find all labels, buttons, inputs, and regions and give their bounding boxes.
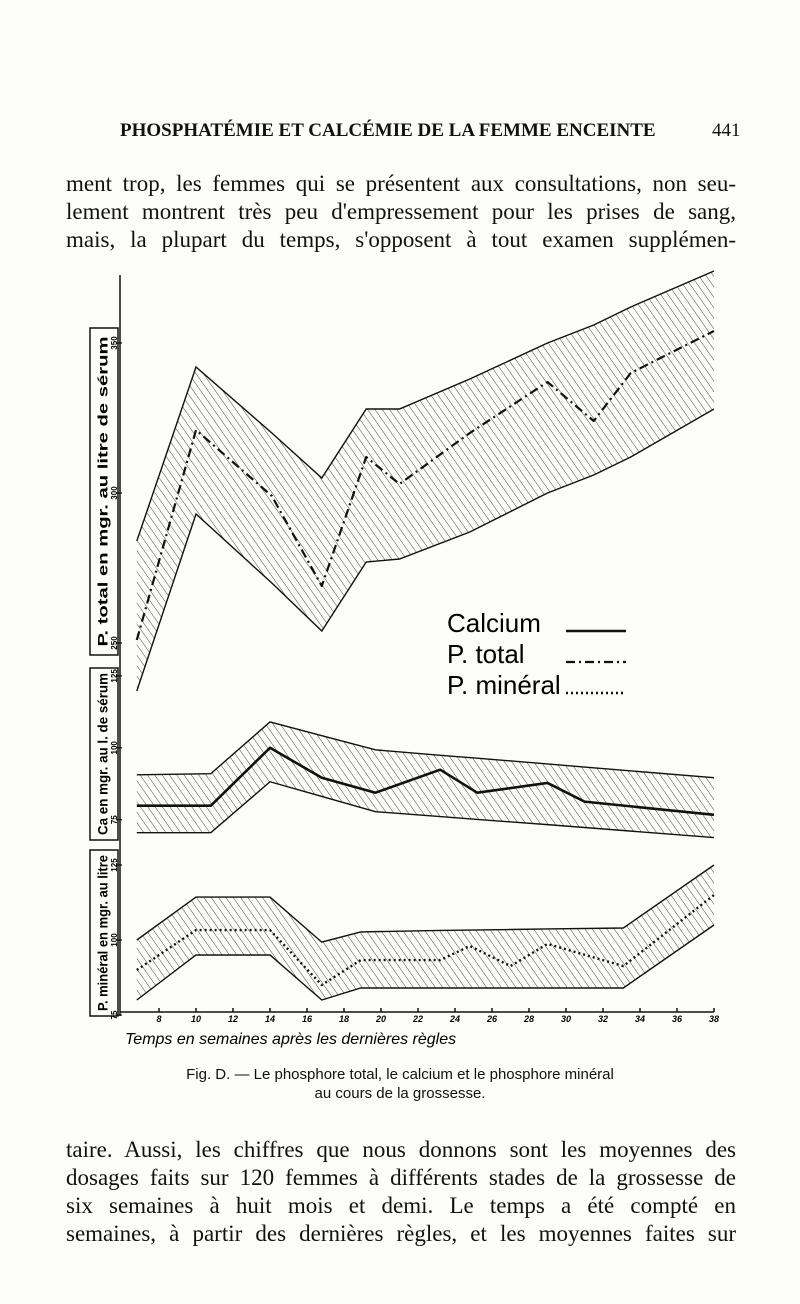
band-edge — [136, 721, 715, 779]
range-band — [136, 865, 715, 1000]
x-tick-label: 34 — [635, 1014, 645, 1024]
y-tick-label: 100 — [110, 933, 119, 947]
text-line: dosages faits sur 120 femmes à différent… — [66, 1165, 736, 1190]
y-tick-label: 125 — [110, 669, 119, 683]
band-edge — [136, 780, 715, 839]
band-edge — [136, 924, 715, 1001]
legend-label: P. minéral — [447, 670, 561, 700]
page-number: 441 — [712, 120, 741, 141]
running-header: PHOSPHATÉMIE ET CALCÉMIE DE LA FEMME ENC… — [120, 120, 656, 141]
text-line: ment trop, les femmes qui se présentent … — [66, 171, 736, 196]
text-line: mais, la plupart du temps, s'opposent à … — [66, 227, 736, 252]
x-tick-label: 8 — [156, 1014, 161, 1024]
figure: P. total en mgr. au litre de sérum 250 300… — [89, 270, 719, 1048]
x-tick-label: 38 — [709, 1014, 719, 1024]
band-edge — [136, 408, 715, 692]
text-line: taire. Aussi, les chiffres que nous donn… — [66, 1137, 736, 1162]
x-tick-label: 12 — [228, 1014, 238, 1024]
x-tick-label: 20 — [375, 1014, 386, 1024]
x-tick-label: 10 — [191, 1014, 201, 1024]
y-axis-label: P. minéral en mgr. au litre — [95, 855, 111, 1011]
x-tick-label: 22 — [412, 1014, 423, 1024]
x-tick-label: 26 — [486, 1014, 498, 1024]
x-axis-label: Temps en semaines après les dernières rè… — [125, 1031, 456, 1048]
y-tick-label: 300 — [110, 486, 119, 500]
data-line — [136, 746, 715, 817]
x-tick-label: 16 — [302, 1014, 313, 1024]
y-tick-label: 350 — [110, 336, 119, 350]
range-band — [136, 721, 715, 838]
y-tick-label: 250 — [110, 636, 119, 650]
y-label-box — [89, 849, 119, 1017]
band-edge — [136, 864, 715, 943]
text-line: semaines, à partir des dernières règles,… — [66, 1221, 736, 1246]
text-line: six semaines à huit mois et demi. Le tem… — [66, 1193, 736, 1218]
y-label-box — [89, 667, 119, 841]
x-tick-label: 30 — [561, 1014, 571, 1024]
data-line — [136, 894, 715, 987]
y-tick-label: 100 — [110, 741, 119, 755]
y-tick-label: 75 — [110, 1010, 119, 1019]
y-axis-label: P. total en mgr. au litre de sérum — [95, 337, 111, 647]
x-tick-label: 18 — [339, 1014, 349, 1024]
y-label-box — [89, 327, 119, 656]
range-band — [136, 271, 715, 691]
figure-caption: au cours de la grossesse. — [314, 1085, 486, 1102]
legend-label: P. total — [447, 639, 525, 669]
legend-label: Calcium — [447, 608, 541, 638]
y-tick-label: 75 — [110, 815, 119, 824]
y-tick-label: 125 — [110, 858, 119, 872]
x-tick-label: 28 — [523, 1014, 534, 1024]
x-tick-label: 24 — [449, 1014, 460, 1024]
x-tick-label: 32 — [598, 1014, 608, 1024]
band-edge — [136, 270, 715, 542]
text-line: lement montrent très peu d'empressement … — [66, 199, 736, 224]
y-axis-label: Ca en mgr. au l. de sérum — [95, 673, 111, 835]
data-line — [135, 330, 715, 641]
x-tick-label: 14 — [265, 1014, 275, 1024]
figure-caption: Fig. D. — Le phosphore total, le calcium… — [186, 1066, 614, 1083]
x-tick-label: 36 — [672, 1014, 683, 1024]
